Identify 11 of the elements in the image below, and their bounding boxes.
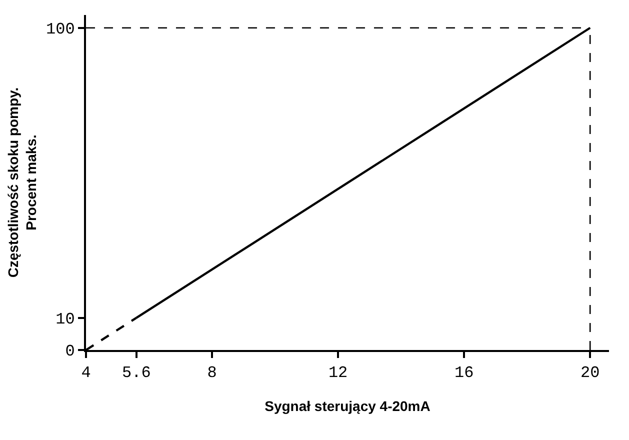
x-tick-label: 16 [454, 364, 474, 382]
y-tick-label: 100 [46, 20, 75, 38]
y-tick-label: 10 [56, 310, 75, 328]
x-tick-label: 5.6 [122, 364, 151, 382]
x-tick-label: 8 [207, 364, 217, 382]
x-axis-title: Sygnał sterujący 4-20mA [264, 398, 430, 414]
x-tick-label: 20 [580, 364, 600, 382]
y-axis-title: Częstotliwość skoku pompy. Procent maks. [4, 87, 40, 278]
x-tick-label: 4 [81, 364, 91, 382]
y-tick-label: 0 [65, 342, 75, 361]
x-tick-label: 12 [328, 364, 348, 382]
